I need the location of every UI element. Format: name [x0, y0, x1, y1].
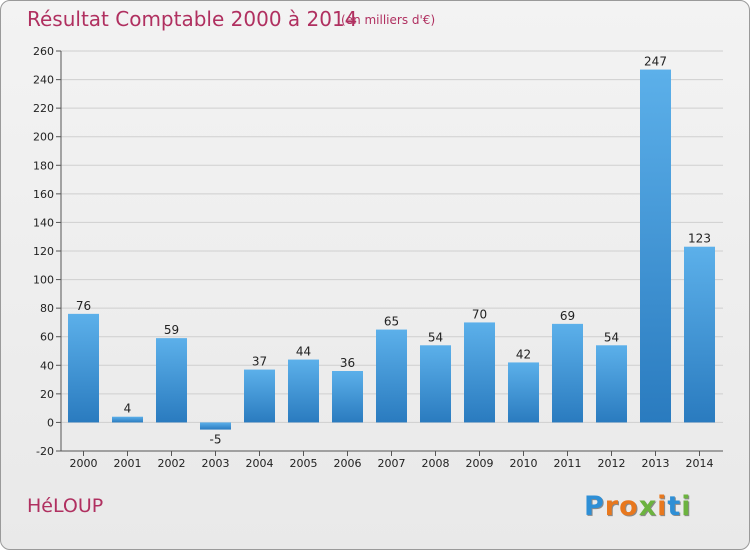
data-label: 44	[296, 345, 311, 359]
x-tick-label: 2008	[422, 457, 450, 470]
data-label: 65	[384, 315, 399, 329]
x-tick-label: 2002	[158, 457, 186, 470]
x-tick-label: 2009	[466, 457, 494, 470]
chart-title: Résultat Comptable 2000 à 2014	[27, 7, 358, 31]
y-tick-label: 200	[33, 131, 54, 144]
data-label: 59	[164, 323, 179, 337]
data-label: 76	[76, 299, 91, 313]
data-label: -5	[210, 433, 222, 447]
y-tick-label: 0	[47, 416, 54, 429]
data-label: 69	[560, 309, 575, 323]
y-tick-label: 100	[33, 274, 54, 287]
data-label: 37	[252, 355, 267, 369]
y-tick-label: 60	[40, 331, 54, 344]
data-label: 54	[604, 330, 619, 344]
bar	[464, 322, 495, 423]
bar	[640, 69, 671, 423]
x-tick-label: 2004	[246, 457, 274, 470]
logo-letter: x	[638, 491, 658, 522]
place-name: HéLOUP	[27, 495, 104, 517]
bar	[552, 323, 583, 423]
logo-letter: t	[667, 491, 682, 522]
x-tick-label: 2011	[554, 457, 582, 470]
x-tick-label: 2013	[642, 457, 670, 470]
x-tick-label: 2000	[70, 457, 98, 470]
chart-unit: (en milliers d'€)	[341, 13, 436, 27]
y-tick-label: 140	[33, 216, 54, 229]
data-label: 4	[124, 402, 132, 416]
y-tick-label: 160	[33, 188, 54, 201]
y-tick-label: 80	[40, 302, 54, 315]
logo-letter: i	[657, 491, 668, 522]
y-tick-label: 260	[33, 45, 54, 58]
data-label: 42	[516, 347, 531, 361]
logo-letter: P	[584, 491, 605, 522]
x-tick-label: 2006	[334, 457, 362, 470]
data-label: 123	[688, 232, 711, 246]
y-tick-label: -20	[36, 445, 54, 458]
x-tick-label: 2003	[202, 457, 230, 470]
x-tick-label: 2005	[290, 457, 318, 470]
y-tick-label: 220	[33, 102, 54, 115]
bar	[420, 345, 451, 423]
bar	[332, 371, 363, 423]
logo-letter: i	[681, 491, 692, 522]
y-tick-label: 240	[33, 74, 54, 87]
x-tick-label: 2001	[114, 457, 142, 470]
y-tick-label: 180	[33, 159, 54, 172]
x-tick-label: 2010	[510, 457, 538, 470]
y-tick-label: 120	[33, 245, 54, 258]
x-tick-label: 2007	[378, 457, 406, 470]
data-label: 70	[472, 307, 487, 321]
y-tick-label: 20	[40, 388, 54, 401]
bar	[684, 246, 715, 423]
x-tick-label: 2014	[686, 457, 714, 470]
bar	[68, 313, 99, 423]
data-label: 54	[428, 330, 443, 344]
data-label: 247	[644, 55, 667, 69]
bar	[244, 369, 275, 423]
bar	[288, 359, 319, 423]
proxiti-logo: Proxiti	[584, 491, 692, 522]
bar	[596, 345, 627, 423]
logo-letter: o	[619, 491, 639, 522]
y-tick-label: 40	[40, 359, 54, 372]
logo-letter: r	[604, 491, 620, 522]
bar	[376, 329, 407, 423]
bar	[156, 338, 187, 423]
data-label: 36	[340, 356, 355, 370]
bar	[112, 416, 143, 423]
x-tick-label: 2012	[598, 457, 626, 470]
bar	[508, 362, 539, 423]
bar	[200, 422, 231, 430]
